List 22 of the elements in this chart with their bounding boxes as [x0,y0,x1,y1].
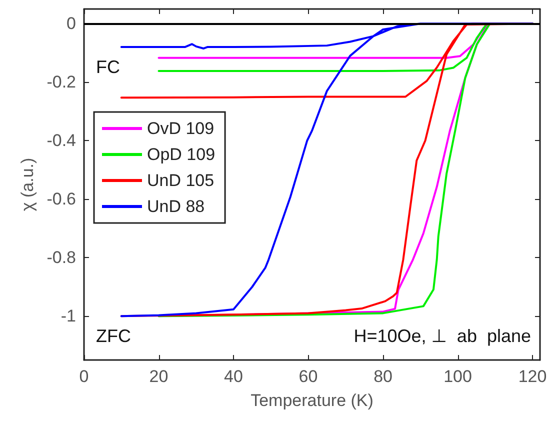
x-tick-label: 80 [374,367,392,386]
x-axis-title: Temperature (K) [250,391,374,410]
legend-label: OpD 109 [147,145,216,164]
x-tick-label: 40 [224,367,243,386]
legend-label: OvD 109 [147,119,214,138]
annotation: H=10Oe, ⊥ ab plane [354,326,532,346]
legend-label: UnD 88 [147,197,205,216]
y-axis-title: χ (a.u.) [18,158,37,212]
x-tick-label: 100 [444,367,472,386]
x-tick-label: 120 [518,367,547,386]
x-tick-label: 0 [79,367,89,386]
annotation: FC [96,57,120,77]
y-tick-label: -0.8 [46,248,76,268]
y-tick-label: 0 [66,14,76,34]
legend-label: UnD 105 [147,171,214,190]
y-tick-label: -0.4 [46,131,76,150]
x-tick-label: 20 [149,367,168,386]
y-tick-label: -0.6 [46,190,76,209]
annotation: ZFC [96,326,131,346]
y-tick-label: -0.2 [46,72,76,92]
x-tick-label: 60 [298,367,318,386]
y-tick-label: -1 [60,306,76,326]
